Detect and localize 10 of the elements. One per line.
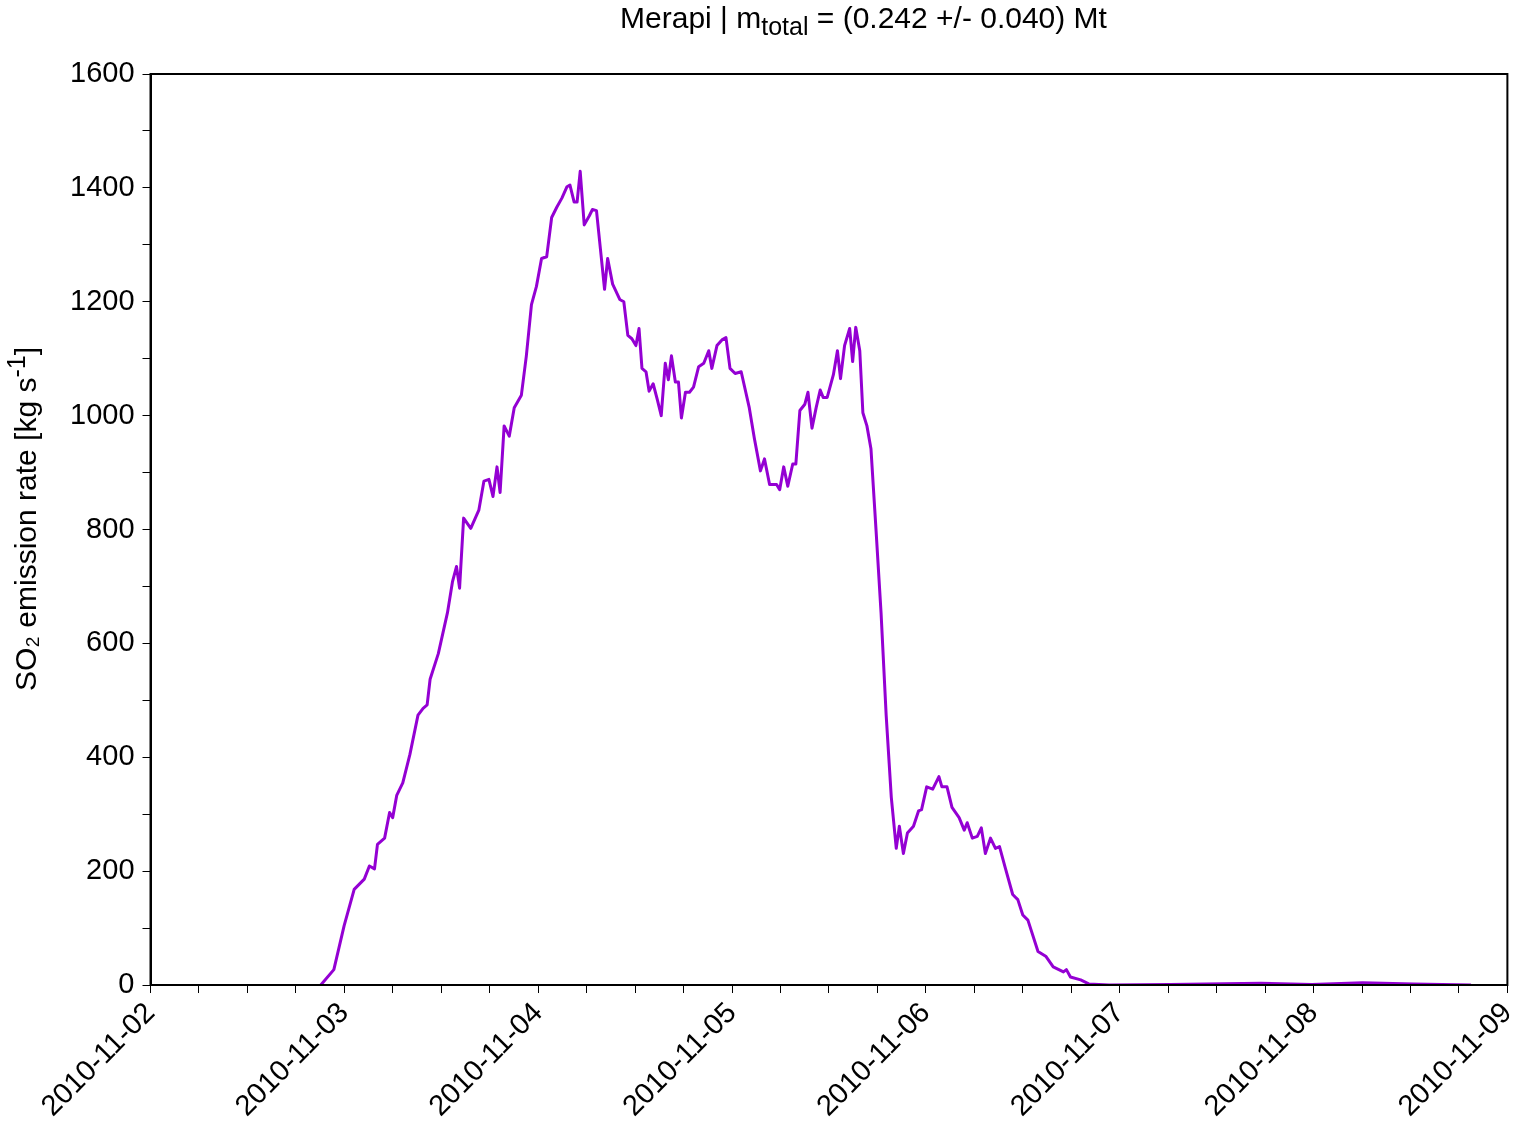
y-tick-label: 1400: [70, 169, 135, 202]
y-tick-label: 400: [86, 739, 135, 772]
y-tick-label: 200: [86, 853, 135, 886]
y-tick-label: 1000: [70, 397, 135, 430]
y-tick-label: 1200: [70, 283, 135, 316]
y-tick-label: 600: [86, 625, 135, 658]
chart-title: Merapi | m$_{total}$ = (0.242 +/- 0.040) Mt: [619, 0, 1108, 42]
y-tick-label: 800: [86, 511, 135, 544]
y-tick-label: 0: [118, 967, 135, 1000]
y-tick-label: 1600: [70, 56, 135, 88]
